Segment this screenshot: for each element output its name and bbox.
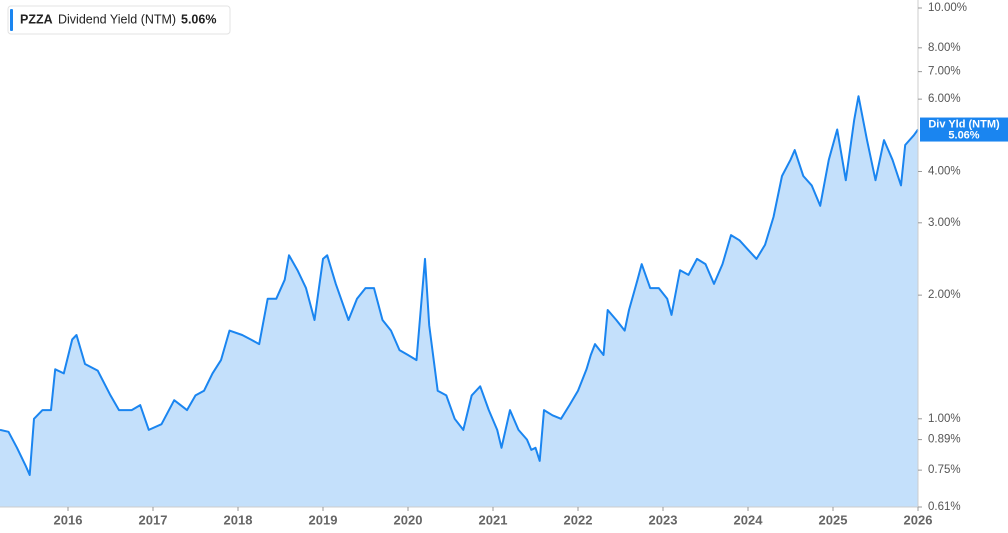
legend-value: 5.06% xyxy=(181,12,216,26)
area xyxy=(0,96,918,507)
badge-label: Div Yld (NTM) xyxy=(928,118,1000,130)
x-tick-label: 2019 xyxy=(309,512,338,527)
y-tick-label: 3.00% xyxy=(928,217,961,229)
x-tick-label: 2022 xyxy=(564,512,593,527)
y-tick-label: 0.75% xyxy=(928,464,961,476)
legend-box xyxy=(7,5,231,35)
y-tick-label: 7.00% xyxy=(928,66,961,78)
y-tick-label: 0.89% xyxy=(928,434,961,446)
x-tick-label: 2024 xyxy=(734,512,764,527)
badge-value: 5.06% xyxy=(948,129,979,141)
x-tick-label: 2023 xyxy=(649,512,678,527)
x-tick-label: 2018 xyxy=(224,512,253,527)
y-tick-label: 4.00% xyxy=(928,166,961,178)
legend-label: Dividend Yield (NTM) xyxy=(58,12,176,26)
x-tick-label: 2026 xyxy=(904,512,933,527)
x-tick-label: 2017 xyxy=(139,512,168,527)
y-tick-label: 6.00% xyxy=(928,93,961,105)
y-tick-label: 10.00% xyxy=(928,2,967,14)
x-tick-label: 2020 xyxy=(394,512,423,527)
value-badge xyxy=(920,117,1008,142)
x-tick-label: 2025 xyxy=(819,512,848,527)
x-tick-label: 2016 xyxy=(54,512,83,527)
legend-swatch xyxy=(10,9,13,31)
y-tick-label: 0.61% xyxy=(928,501,961,513)
y-tick-label: 2.00% xyxy=(928,289,961,301)
y-tick-label: 8.00% xyxy=(928,42,961,54)
legend-ticker: PZZA xyxy=(20,12,53,26)
line xyxy=(0,95,919,476)
x-tick-label: 2021 xyxy=(479,512,508,527)
y-tick-label: 1.00% xyxy=(928,413,961,425)
